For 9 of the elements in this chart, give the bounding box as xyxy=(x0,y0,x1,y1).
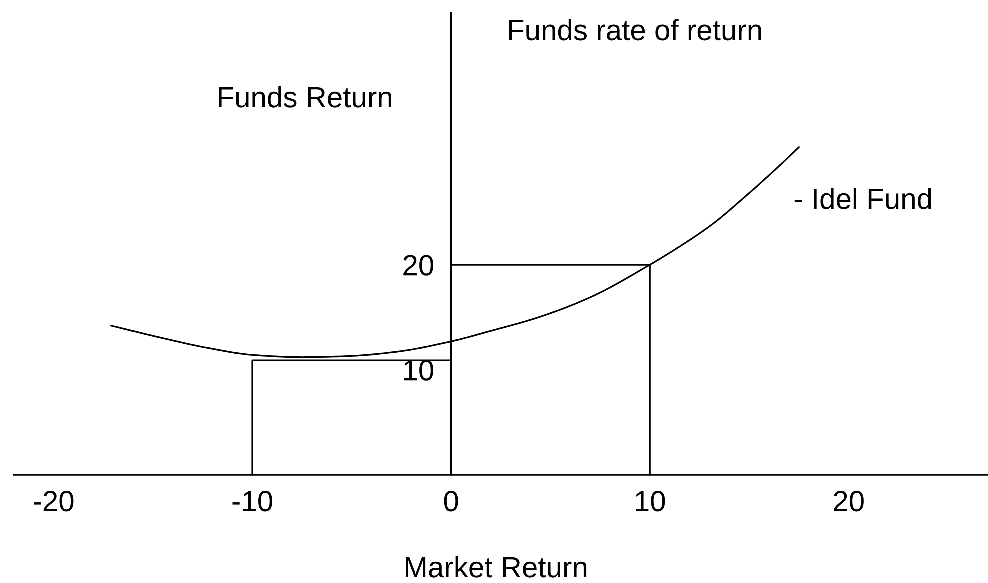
x-tick-label: 20 xyxy=(834,491,864,512)
series-label: - Idel Fund xyxy=(794,188,932,210)
x-axis-title: Market Return xyxy=(406,556,587,578)
x-tick-label: 10 xyxy=(636,491,666,512)
x-tick-label: -20 xyxy=(34,491,74,512)
x-tick-label: 0 xyxy=(444,491,458,512)
chart-title: Funds rate of return xyxy=(509,19,762,41)
y-axis-title: Funds Return xyxy=(219,86,392,108)
x-tick-label: -10 xyxy=(232,491,272,512)
